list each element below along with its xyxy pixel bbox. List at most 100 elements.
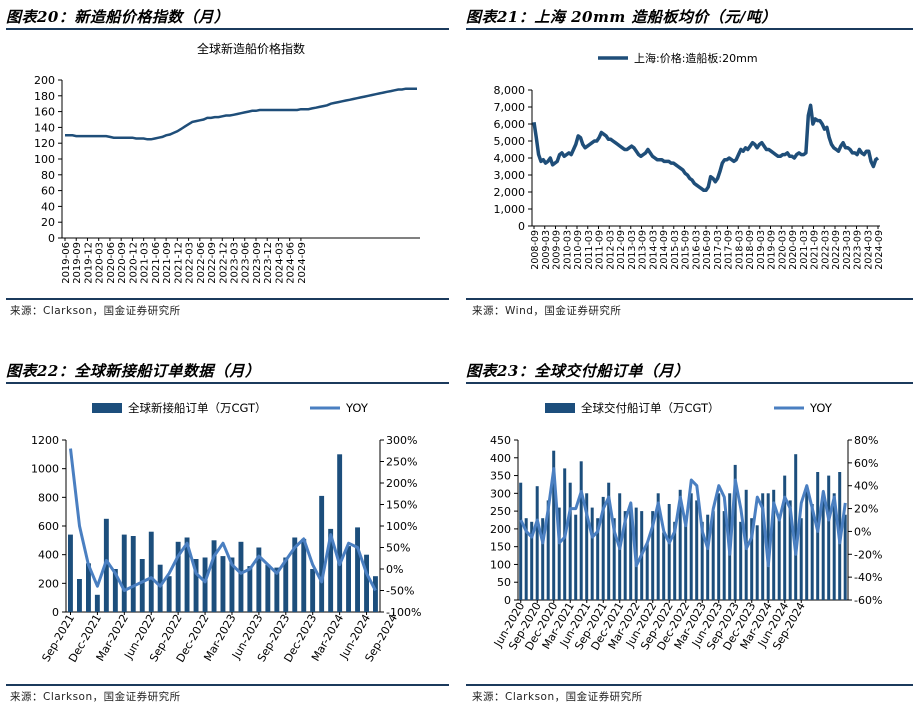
- chart22-bar: [112, 569, 118, 612]
- chart23-bar: [568, 482, 572, 600]
- chart22-y2-tick-label: 150%: [386, 499, 417, 512]
- chart21-x-tick-label: 2019-03: [756, 230, 767, 270]
- chart22-bar: [202, 557, 208, 612]
- chart23-y2-tick-label: 40%: [854, 480, 878, 493]
- chart23-bar: [810, 504, 814, 600]
- chart21-x-tick-label: 2022-09: [831, 230, 842, 270]
- chart20-x-tick-label: 2021-06: [151, 242, 162, 284]
- chart20-x-tick-label: 2020-09: [117, 242, 128, 284]
- chart23-y-tick-label: 200: [490, 523, 511, 536]
- chart23-bar: [794, 454, 798, 600]
- chart21-y-tick-label: 1,000: [494, 203, 526, 216]
- chart22-bar: [220, 556, 226, 612]
- chart22-bar: [247, 566, 253, 612]
- chart21-y-tick-label: 0: [518, 220, 525, 233]
- chart23-bar: [722, 511, 726, 600]
- chart23-y-tick-label: 350: [490, 470, 511, 483]
- chart21-x-tick-label: 2021-03: [799, 230, 810, 270]
- chart23-y-tick-label: 50: [497, 576, 511, 589]
- chart22-bar: [184, 537, 190, 612]
- chart23-bar: [585, 493, 589, 600]
- chart21-x-tick-label: 2014-09: [659, 230, 670, 270]
- chart22-bar: [265, 564, 271, 612]
- chart21-x-tick-label: 2017-09: [724, 230, 735, 270]
- chart23-bar: [711, 511, 715, 600]
- chart22-legend-bar-label: 全球新接船订单（万CGT）: [128, 401, 267, 415]
- chart21-x-tick-label: 2011-09: [595, 230, 606, 270]
- chart23-bar: [590, 507, 594, 600]
- chart20-x-tick-label: 2020-12: [128, 242, 139, 284]
- chart21-x-tick-label: 2024-03: [863, 230, 874, 270]
- chart21-x-tick-label: 2018-09: [745, 230, 756, 270]
- chart23-bar: [552, 450, 556, 600]
- chart23-bar: [783, 475, 787, 600]
- chart23-bar: [656, 493, 660, 600]
- chart23-bar: [612, 518, 616, 600]
- chart23-bar: [651, 511, 655, 600]
- chart22-source: 来源：Clarkson，国金证券研究所: [10, 691, 181, 703]
- chart22-bar: [337, 454, 343, 612]
- chart23-bar: [579, 461, 583, 600]
- chart22-bar: [256, 547, 262, 612]
- chart23-bar: [601, 496, 605, 600]
- chart21-bottom-rule: [466, 298, 913, 300]
- chart22-y2-tick-label: 200%: [386, 477, 417, 490]
- chart23-y-tick-label: 0: [504, 594, 511, 607]
- chart23-bar: [530, 521, 534, 600]
- chart21-title: 图表21：上海 20mm 造船板均价（元/吨）: [466, 8, 777, 26]
- chart23-bar: [596, 518, 600, 600]
- chart22-bar: [211, 540, 217, 612]
- chart21-x-tick-label: 2012-03: [605, 230, 616, 270]
- chart23-bar: [524, 518, 528, 600]
- chart20-x-tick-label: 2022-03: [185, 242, 196, 284]
- chart23-y-tick-label: 300: [490, 487, 511, 500]
- chart20-y-tick-label: 180: [34, 90, 55, 103]
- chart21-x-tick-label: 2020-09: [788, 230, 799, 270]
- chart23-bar: [816, 472, 820, 600]
- chart22-y2-tick-label: -100%: [386, 606, 421, 619]
- chart22-bar: [301, 538, 307, 612]
- chart22-y-tick-label: 600: [38, 520, 59, 533]
- chart23-y2-tick-label: 0%: [854, 525, 871, 538]
- chart22-y2-tick-label: 50%: [386, 542, 410, 555]
- chart20-x-tick-label: 2024-03: [274, 242, 285, 284]
- chart22-y2-tick-label: 100%: [386, 520, 417, 533]
- chart21-x-tick-label: 2016-03: [691, 230, 702, 270]
- chart22-y-tick-label: 400: [38, 549, 59, 562]
- chart23-bar: [750, 518, 754, 600]
- chart23-bar: [717, 493, 721, 600]
- chart21-x-tick-label: 2022-03: [820, 230, 831, 270]
- chart21-x-tick-label: 2013-03: [627, 230, 638, 270]
- chart23-bar: [689, 493, 693, 600]
- chart21-x-tick-label: 2012-09: [616, 230, 627, 270]
- chart23-bar: [695, 500, 699, 600]
- chart20-x-tick-label: 2020-06: [106, 242, 117, 284]
- chart22-y-tick-label: 0: [52, 606, 59, 619]
- chart23-bar: [821, 493, 825, 600]
- chart20-y-tick-label: 140: [34, 121, 55, 134]
- chart20-x-tick-label: 2021-09: [162, 242, 173, 284]
- chart21-y-tick-label: 6,000: [494, 118, 526, 131]
- chart21-x-tick-label: 2014-03: [648, 230, 659, 270]
- chart23-bar: [706, 514, 710, 600]
- chart21-y-tick-label: 7,000: [494, 101, 526, 114]
- chart23-y2-tick-label: 20%: [854, 503, 878, 516]
- chart20-x-tick-label: 2022-06: [196, 242, 207, 284]
- chart22-bar: [229, 557, 235, 612]
- chart21-y-tick-label: 2,000: [494, 186, 526, 199]
- chart22-top-rule: [6, 382, 449, 384]
- chart22-y2-tick-label: 300%: [386, 434, 417, 447]
- chart23-bar: [788, 500, 792, 600]
- chart20-x-tick-label: 2023-06: [241, 242, 252, 284]
- chart21-x-tick-label: 2023-09: [853, 230, 864, 270]
- chart23-y2-tick-label: 60%: [854, 457, 878, 470]
- chart22-bar: [292, 537, 298, 612]
- chart20-x-tick-label: 2019-09: [72, 242, 83, 284]
- chart21-x-tick-label: 2017-03: [713, 230, 724, 270]
- chart22-y-tick-label: 200: [38, 577, 59, 590]
- chart22-bar: [175, 541, 181, 612]
- chart20-inner-title: 全球新造船价格指数: [197, 41, 305, 56]
- chart23-legend-bar-label: 全球交付船订单（万CGT）: [581, 401, 720, 415]
- chart20-y-tick-label: 200: [34, 74, 55, 87]
